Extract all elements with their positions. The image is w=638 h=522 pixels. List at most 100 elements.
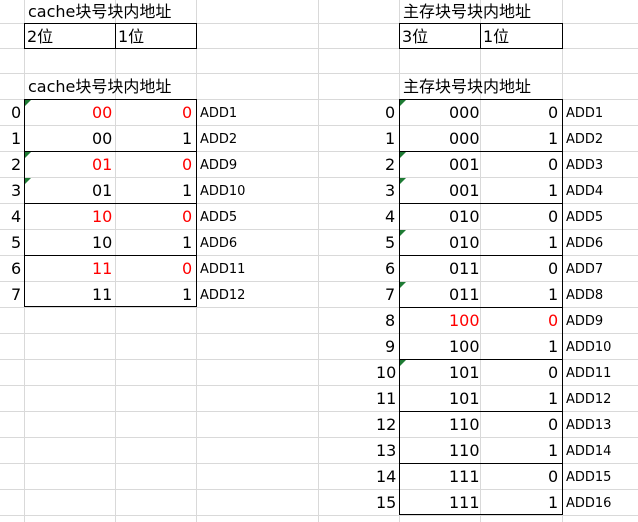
memory-block-cell[interactable]: 111 xyxy=(449,467,480,486)
cache-offset-cell[interactable]: 0 xyxy=(182,155,193,174)
grid-line xyxy=(399,0,400,522)
grid-line xyxy=(0,73,638,74)
memory-addr-cell[interactable]: ADD16 xyxy=(566,496,612,511)
memory-addr-cell[interactable]: ADD10 xyxy=(566,340,612,355)
memory-addr-cell[interactable]: ADD3 xyxy=(566,158,604,173)
memory-row-index: 12 xyxy=(376,415,397,434)
top-left-cell-2[interactable]: 1位 xyxy=(118,27,145,46)
memory-row-index: 14 xyxy=(376,467,397,486)
memory-block-cell[interactable]: 011 xyxy=(449,285,480,304)
memory-addr-cell[interactable]: ADD4 xyxy=(566,184,604,199)
cache-block-cell[interactable]: 11 xyxy=(92,259,113,278)
memory-addr-cell[interactable]: ADD2 xyxy=(566,132,604,147)
cell-border xyxy=(399,203,563,204)
cache-addr-cell[interactable]: ADD12 xyxy=(200,288,246,303)
cell-border xyxy=(24,306,197,307)
cache-addr-cell[interactable]: ADD2 xyxy=(200,132,238,147)
memory-block-cell[interactable]: 000 xyxy=(449,129,480,148)
memory-offset-cell[interactable]: 0 xyxy=(548,259,559,278)
memory-block-cell[interactable]: 001 xyxy=(449,155,480,174)
memory-block-cell[interactable]: 110 xyxy=(449,415,480,434)
top-right-cell-2[interactable]: 1位 xyxy=(483,27,510,46)
memory-block-cell[interactable]: 001 xyxy=(449,181,480,200)
memory-addr-cell[interactable]: ADD13 xyxy=(566,418,612,433)
memory-block-cell[interactable]: 010 xyxy=(449,233,480,252)
memory-addr-cell[interactable]: ADD5 xyxy=(566,210,604,225)
memory-row-index: 7 xyxy=(385,285,396,304)
memory-block-cell[interactable]: 101 xyxy=(449,389,480,408)
memory-offset-cell[interactable]: 0 xyxy=(548,467,559,486)
cache-addr-cell[interactable]: ADD5 xyxy=(200,210,238,225)
cache-addr-cell[interactable]: ADD6 xyxy=(200,236,238,251)
cache-addr-cell[interactable]: ADD10 xyxy=(200,184,246,199)
memory-addr-cell[interactable]: ADD8 xyxy=(566,288,604,303)
memory-row-index: 5 xyxy=(385,233,396,252)
note-marker-icon xyxy=(400,178,406,184)
cache-row-index: 4 xyxy=(11,207,22,226)
memory-addr-cell[interactable]: ADD11 xyxy=(566,366,612,381)
cache-offset-cell[interactable]: 0 xyxy=(182,103,193,122)
memory-offset-cell[interactable]: 0 xyxy=(548,155,559,174)
memory-offset-cell[interactable]: 0 xyxy=(548,207,559,226)
cache-addr-cell[interactable]: ADD9 xyxy=(200,158,238,173)
cell-border xyxy=(399,23,400,49)
memory-addr-cell[interactable]: ADD1 xyxy=(566,106,604,121)
memory-addr-cell[interactable]: ADD9 xyxy=(566,314,604,329)
memory-offset-cell[interactable]: 1 xyxy=(548,285,559,304)
cache-block-cell[interactable]: 10 xyxy=(92,207,113,226)
grid-line xyxy=(562,0,563,522)
cache-offset-cell[interactable]: 1 xyxy=(182,233,193,252)
cell-border xyxy=(562,99,563,515)
grid-line xyxy=(0,307,638,308)
memory-block-cell[interactable]: 010 xyxy=(449,207,480,226)
cache-block-cell[interactable]: 01 xyxy=(92,155,113,174)
cache-block-cell[interactable]: 10 xyxy=(92,233,113,252)
grid-line xyxy=(0,229,638,230)
cache-block-cell[interactable]: 11 xyxy=(92,285,113,304)
memory-addr-cell[interactable]: ADD15 xyxy=(566,470,612,485)
cache-offset-cell[interactable]: 0 xyxy=(182,259,193,278)
cache-block-cell[interactable]: 00 xyxy=(92,103,113,122)
memory-offset-cell[interactable]: 1 xyxy=(548,337,559,356)
memory-block-cell[interactable]: 100 xyxy=(449,311,480,330)
memory-row-index: 11 xyxy=(376,389,397,408)
memory-block-cell[interactable]: 011 xyxy=(449,259,480,278)
memory-offset-cell[interactable]: 0 xyxy=(548,363,559,382)
cache-offset-cell[interactable]: 0 xyxy=(182,207,193,226)
cache-block-cell[interactable]: 00 xyxy=(92,129,113,148)
memory-offset-cell[interactable]: 1 xyxy=(548,389,559,408)
top-left-cell-1[interactable]: 2位 xyxy=(27,27,54,46)
memory-block-cell[interactable]: 101 xyxy=(449,363,480,382)
memory-offset-cell[interactable]: 0 xyxy=(548,103,559,122)
memory-offset-cell[interactable]: 1 xyxy=(548,233,559,252)
memory-block-cell[interactable]: 110 xyxy=(449,441,480,460)
grid-line xyxy=(0,515,638,516)
memory-offset-cell[interactable]: 1 xyxy=(548,129,559,148)
cache-offset-cell[interactable]: 1 xyxy=(182,285,193,304)
memory-offset-cell[interactable]: 1 xyxy=(548,441,559,460)
cache-table-title: cache块号块内地址 xyxy=(28,77,172,96)
cache-offset-cell[interactable]: 1 xyxy=(182,129,193,148)
memory-block-cell[interactable]: 111 xyxy=(449,493,480,512)
memory-offset-cell[interactable]: 0 xyxy=(548,311,559,330)
cell-border xyxy=(24,23,197,24)
memory-addr-cell[interactable]: ADD7 xyxy=(566,262,604,277)
cache-offset-cell[interactable]: 1 xyxy=(182,181,193,200)
memory-row-index: 6 xyxy=(385,259,396,278)
grid-line xyxy=(0,177,638,178)
cache-addr-cell[interactable]: ADD1 xyxy=(200,106,238,121)
memory-row-index: 0 xyxy=(385,103,396,122)
memory-addr-cell[interactable]: ADD12 xyxy=(566,392,612,407)
cache-block-cell[interactable]: 01 xyxy=(92,181,113,200)
top-right-cell-1[interactable]: 3位 xyxy=(402,27,429,46)
memory-block-cell[interactable]: 100 xyxy=(449,337,480,356)
memory-addr-cell[interactable]: ADD6 xyxy=(566,236,604,251)
cell-border xyxy=(399,307,563,308)
memory-offset-cell[interactable]: 1 xyxy=(548,181,559,200)
memory-addr-cell[interactable]: ADD14 xyxy=(566,444,612,459)
memory-offset-cell[interactable]: 0 xyxy=(548,415,559,434)
memory-offset-cell[interactable]: 1 xyxy=(548,493,559,512)
memory-block-cell[interactable]: 000 xyxy=(449,103,480,122)
cache-addr-cell[interactable]: ADD11 xyxy=(200,262,246,277)
